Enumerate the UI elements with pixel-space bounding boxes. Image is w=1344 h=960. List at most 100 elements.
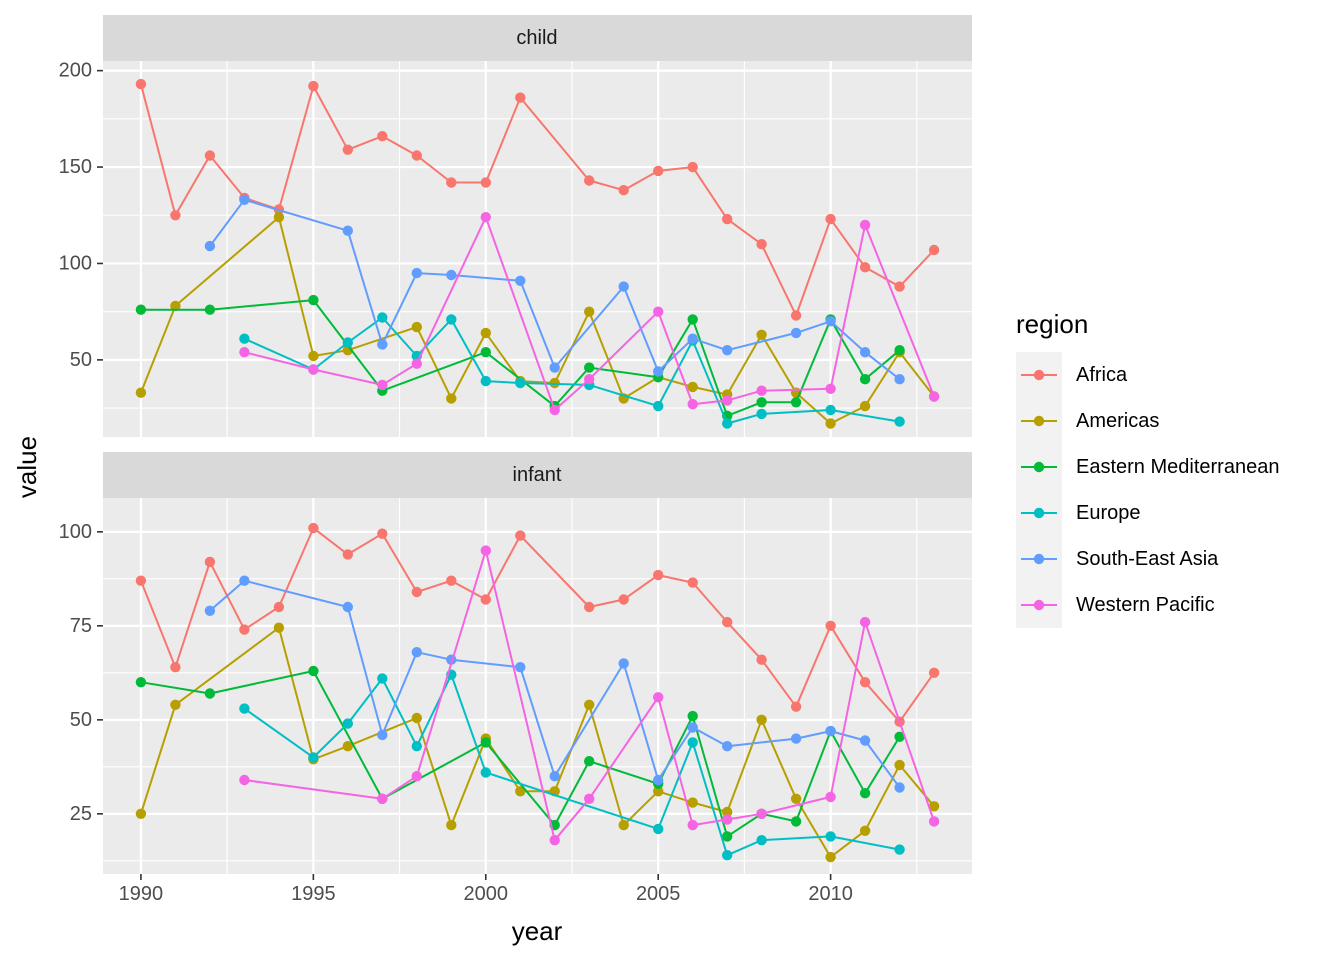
point-western-pacific-infant [411,771,422,782]
point-africa-child [618,185,629,196]
point-americas-infant [446,819,457,831]
point-americas-infant [790,793,802,804]
point-europe-infant [342,718,353,729]
legend-label-europe: Europe [1076,502,1141,524]
point-europe-child [515,377,526,389]
point-africa-infant [480,594,491,605]
point-americas-infant [722,806,733,818]
point-western-pacific-infant [549,835,560,846]
point-south-east-asia-child [894,374,905,385]
point-americas-infant [928,801,940,812]
point-western-pacific-child [480,212,491,223]
point-americas-infant [342,741,353,752]
point-europe-child [239,333,250,344]
point-south-east-asia-child [239,194,250,205]
point-africa-child [722,213,733,225]
point-europe-infant [687,737,698,748]
point-europe-infant [308,752,319,763]
point-south-east-asia-child [446,269,457,281]
point-south-east-asia-child [859,347,871,358]
point-africa-infant [859,677,871,688]
point-south-east-asia-infant [859,735,871,746]
y-axis-ticks-child: 50 100 150 200 [59,60,103,371]
point-africa-child [756,239,767,250]
y-axis-ticks-infant: 25 50 75 100 [59,521,103,825]
point-eastern-mediterranean-child [790,397,802,408]
point-south-east-asia-infant [653,774,664,786]
point-eastern-mediterranean-child [204,304,216,315]
point-africa-child [584,175,595,186]
point-south-east-asia-child [549,362,560,373]
point-africa-infant [446,575,457,586]
point-europe-infant [377,673,388,684]
point-africa-child [411,150,422,161]
point-western-pacific-infant [825,791,836,803]
y-tick-label: 25 [70,803,92,825]
legend-point-western-pacific [1033,599,1045,611]
point-americas-child [859,400,871,412]
point-americas-child [825,418,836,429]
point-western-pacific-child [722,395,733,406]
series-line-western-pacific-child [244,216,936,411]
point-western-pacific-child [549,404,560,416]
legend-label-americas: Americas [1076,410,1159,432]
point-europe-child [756,408,767,420]
point-africa-child [825,213,836,225]
x-tick-label: 1990 [119,883,164,905]
point-africa-infant [273,601,285,613]
point-africa-child [687,161,698,173]
point-europe-child [342,337,353,348]
point-eastern-mediterranean-child [859,374,871,385]
point-eastern-mediterranean-child [308,294,319,306]
point-europe-child [480,375,491,387]
point-south-east-asia-infant [722,741,733,752]
point-africa-infant [722,616,733,628]
point-americas-child [480,327,491,339]
y-tick-label: 75 [70,615,92,637]
point-americas-child [584,306,595,317]
point-africa-child [170,210,181,221]
point-americas-infant [170,699,181,710]
point-western-pacific-child [584,374,595,385]
point-south-east-asia-child [653,366,664,377]
point-africa-infant [584,601,595,613]
point-south-east-asia-infant [687,722,698,733]
strip-label-infant: infant [513,464,562,486]
plot-area-child [103,61,972,437]
y-tick-label: 50 [70,349,92,371]
point-south-east-asia-infant [377,729,388,741]
series-line-south-east-asia-child [209,198,901,380]
y-axis-title: value [12,436,42,498]
point-europe-infant [722,850,733,861]
point-south-east-asia-child [687,333,698,344]
point-europe-infant [756,835,767,846]
x-tick-label: 2005 [636,883,681,905]
point-south-east-asia-child [790,327,802,339]
point-western-pacific-infant [239,774,250,786]
point-americas-infant [273,622,285,633]
x-tick-label: 1995 [291,883,336,905]
point-western-pacific-child [756,385,767,396]
point-eastern-mediterranean-infant [584,756,595,767]
point-south-east-asia-child [618,281,629,292]
x-axis-ticks: 1990 1995 2000 2005 2010 [119,874,853,905]
point-africa-infant [928,667,940,678]
point-western-pacific-child [377,379,388,391]
point-eastern-mediterranean-infant [204,688,216,699]
point-africa-infant [135,575,147,586]
point-africa-child [790,310,802,321]
point-americas-child [411,321,422,333]
y-tick-label: 150 [59,156,92,178]
point-south-east-asia-child [722,345,733,356]
x-tick-label: 2010 [808,883,853,905]
strip-label-child: child [516,27,557,49]
legend-point-south-east-asia [1033,553,1045,565]
panel-infant: infant 25 50 75 100 [59,452,972,874]
legend-label-africa: Africa [1076,364,1128,386]
point-africa-child [653,165,664,177]
point-africa-infant [687,577,698,588]
point-south-east-asia-child [825,316,836,327]
point-europe-infant [825,831,836,842]
point-americas-infant [756,714,767,725]
point-south-east-asia-child [204,240,216,252]
